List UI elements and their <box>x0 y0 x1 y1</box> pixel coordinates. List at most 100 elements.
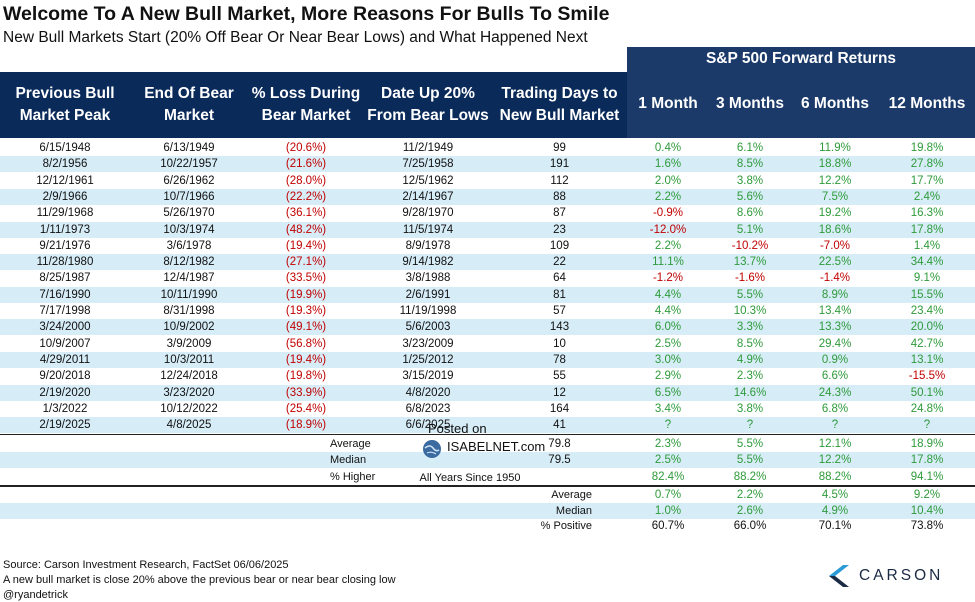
all-years-m6: 4.5% <box>821 489 849 501</box>
cell-loss: (19.9%) <box>285 289 327 301</box>
cell-end: 10/9/2002 <box>163 321 215 333</box>
watermark-posted-on: Posted on <box>428 421 487 436</box>
cell-peak: 7/16/1990 <box>39 289 91 301</box>
cell-end: 10/7/1966 <box>163 191 215 203</box>
cell-m3: 5.1% <box>736 224 764 236</box>
all-years-row: Median 1.0% 2.6% 4.9% 10.4% <box>0 503 975 519</box>
cell-loss: (27.1%) <box>285 256 327 268</box>
cell-m3: ? <box>746 419 754 431</box>
cell-m1: 2.5% <box>654 338 682 350</box>
col-header-3m: 3 Months <box>715 95 785 112</box>
cell-days: 23 <box>553 224 566 236</box>
cell-m1: -0.9% <box>652 207 684 219</box>
col-header-6m: 6 Months <box>800 95 870 112</box>
cell-up20: 12/5/1962 <box>402 175 454 187</box>
cell-m3: 14.6% <box>733 387 767 399</box>
cell-peak: 11/29/1968 <box>36 207 94 219</box>
cell-m1: 2.0% <box>654 175 682 187</box>
all-years-row-label: % Positive <box>540 520 592 532</box>
cell-m12: 20.0% <box>910 321 944 333</box>
cell-m3: 3.8% <box>736 175 764 187</box>
summary-m12: 17.8% <box>910 454 944 466</box>
cell-end: 10/3/2011 <box>163 354 215 366</box>
summary-m3: 5.5% <box>736 454 764 466</box>
cell-end: 10/22/1957 <box>160 158 218 170</box>
cell-peak: 2/9/1966 <box>42 191 88 203</box>
cell-m1: -1.2% <box>652 272 684 284</box>
cell-loss: (25.4%) <box>285 403 327 415</box>
summary-row: Median 79.5 2.5% 5.5% 12.2% 17.8% <box>0 452 975 468</box>
all-years-m1: 0.7% <box>654 489 682 501</box>
cell-loss: (36.1%) <box>285 207 327 219</box>
cell-end: 10/12/2022 <box>160 403 218 415</box>
cell-end: 3/9/2009 <box>166 338 212 350</box>
cell-m3: 8.5% <box>736 158 764 170</box>
table-row: 9/20/2018 12/24/2018 (19.8%) 3/15/2019 55 2.9… <box>0 368 975 384</box>
header-band-left <box>0 72 627 138</box>
summary-m1: 2.5% <box>654 454 682 466</box>
cell-end: 3/23/2020 <box>163 387 215 399</box>
table-row: 3/24/2000 10/9/2002 (49.1%) 5/6/2003 143 6.0%… <box>0 319 975 335</box>
all-years-m6: 70.1% <box>818 520 852 532</box>
cell-loss: (33.5%) <box>285 272 327 284</box>
cell-m3: 3.3% <box>736 321 764 333</box>
cell-m12: 50.1% <box>910 387 944 399</box>
all-years-m3: 2.2% <box>736 489 764 501</box>
cell-days: 87 <box>553 207 566 219</box>
cell-loss: (22.2%) <box>285 191 327 203</box>
cell-up20: 9/14/1982 <box>402 256 454 268</box>
all-years-m1: 60.7% <box>651 520 685 532</box>
cell-peak: 4/29/2011 <box>39 354 91 366</box>
cell-loss: (56.8%) <box>285 338 327 350</box>
cell-m6: 13.4% <box>818 305 852 317</box>
page-subtitle: New Bull Markets Start (20% Off Bear Or … <box>3 29 588 46</box>
cell-m12: 16.3% <box>910 207 944 219</box>
divider <box>0 486 975 487</box>
cell-days: 164 <box>549 403 570 415</box>
cell-m12: 19.8% <box>910 142 944 154</box>
cell-peak: 1/3/2022 <box>42 403 88 415</box>
cell-m1: 6.5% <box>654 387 682 399</box>
summary-label: Average <box>330 438 371 450</box>
cell-days: 81 <box>553 289 566 301</box>
cell-up20: 3/15/2019 <box>402 370 454 382</box>
cell-days: 112 <box>550 175 569 187</box>
cell-m1: 1.6% <box>654 158 682 170</box>
cell-up20: 5/6/2003 <box>405 321 451 333</box>
cell-up20: 4/8/2020 <box>405 387 451 399</box>
cell-up20: 3/23/2009 <box>402 338 454 350</box>
cell-peak: 10/9/2007 <box>39 338 91 350</box>
cell-m1: 3.0% <box>654 354 682 366</box>
cell-days: 41 <box>553 419 566 431</box>
cell-m6: 11.9% <box>819 142 851 154</box>
cell-days: 55 <box>553 370 566 382</box>
cell-up20: 2/14/1967 <box>402 191 454 203</box>
watermark-site: ISABELNET.com <box>447 439 546 454</box>
cell-m12: 9.1% <box>913 272 941 284</box>
cell-peak: 12/12/1961 <box>36 175 94 187</box>
cell-m12: 27.8% <box>910 158 944 170</box>
summary-m6: 12.1% <box>818 438 852 450</box>
divider <box>0 434 975 435</box>
cell-m6: 0.9% <box>821 354 849 366</box>
cell-m6: -7.0% <box>819 240 851 252</box>
table-row: 4/29/2011 10/3/2011 (19.4%) 1/25/2012 78 3.0%… <box>0 352 975 368</box>
cell-m12: 34.4% <box>910 256 944 268</box>
table-row: 2/19/2020 3/23/2020 (33.9%) 4/8/2020 12 6.5% 1… <box>0 385 975 401</box>
cell-m12: 23.4% <box>910 305 944 317</box>
table-row: 2/9/1966 10/7/1966 (22.2%) 2/14/1967 88 2.2% 5… <box>0 189 975 205</box>
cell-m6: 12.2% <box>818 175 852 187</box>
all-years-m1: 1.0% <box>654 505 682 517</box>
all-years-m3: 2.6% <box>736 505 764 517</box>
summary-label: Median <box>330 454 367 466</box>
cell-end: 12/24/2018 <box>160 370 218 382</box>
cell-peak: 9/21/1976 <box>39 240 91 252</box>
table-row: 11/29/1968 5/26/1970 (36.1%) 9/28/1970 87 -0.… <box>0 205 975 221</box>
cell-up20: 2/6/1991 <box>405 289 451 301</box>
cell-days: 109 <box>549 240 570 252</box>
divider <box>0 485 975 486</box>
cell-up20: 11/19/1998 <box>399 305 457 317</box>
cell-m1: 2.2% <box>654 191 682 203</box>
cell-end: 10/11/1990 <box>160 289 218 301</box>
summary-m12: 18.9% <box>910 438 944 450</box>
